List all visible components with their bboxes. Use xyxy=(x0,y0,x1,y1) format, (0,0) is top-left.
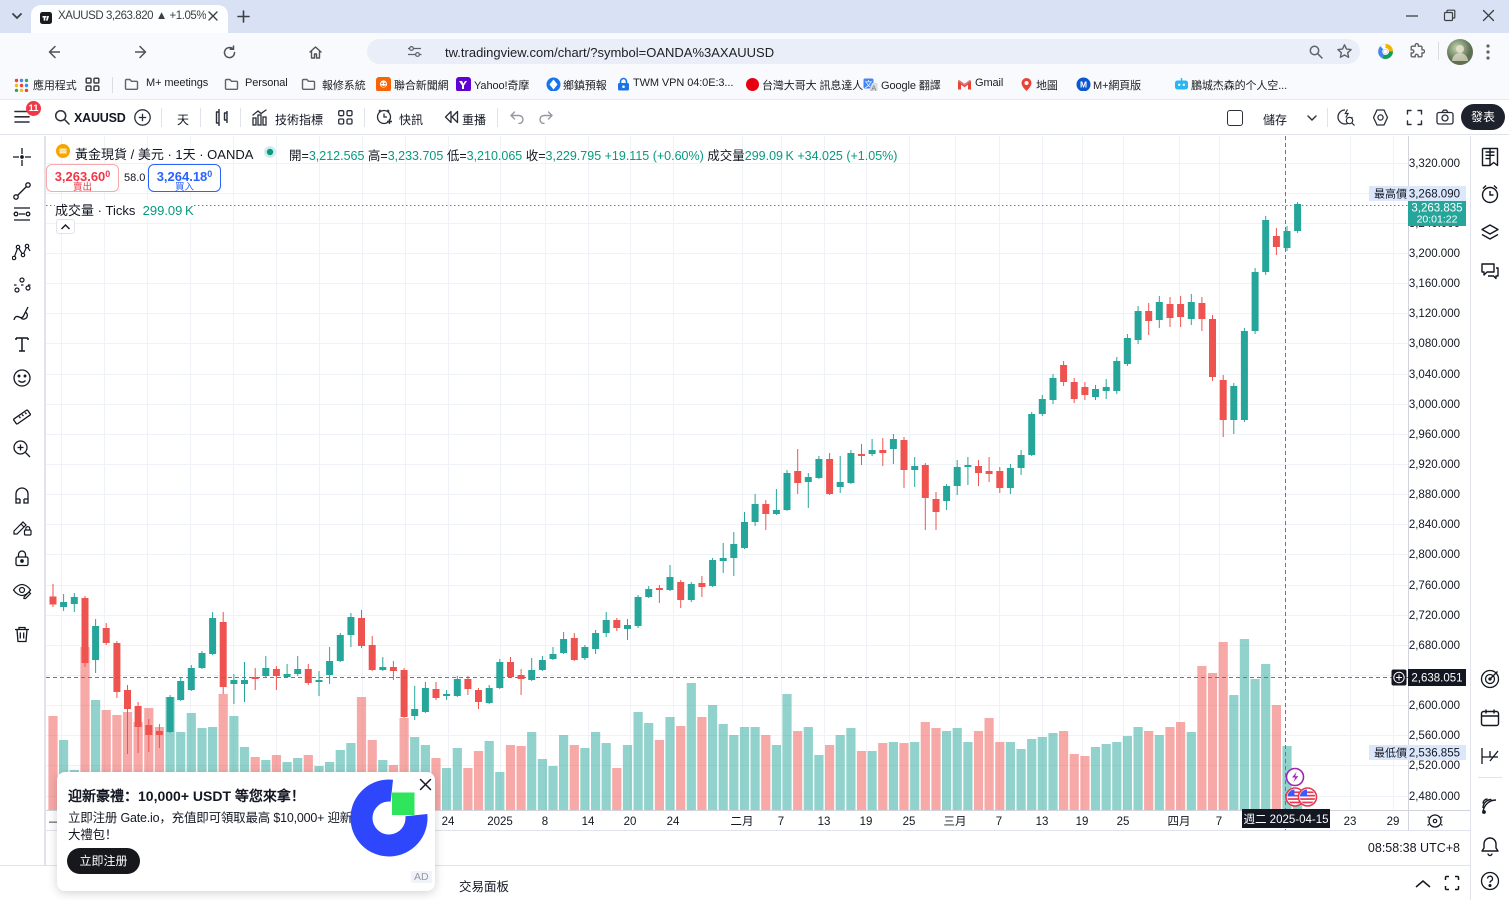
svg-text:最高價: 最高價 xyxy=(1374,187,1407,201)
svg-text:24: 24 xyxy=(442,816,455,828)
svg-text:最低價: 最低價 xyxy=(1374,746,1407,760)
svg-text:2,520.000: 2,520.000 xyxy=(1409,760,1460,772)
svg-text:文: 文 xyxy=(865,79,873,89)
svg-text:二月: 二月 xyxy=(731,816,754,828)
svg-text:20:01:22: 20:01:22 xyxy=(1417,214,1458,226)
svg-text:2,638.051: 2,638.051 xyxy=(1411,673,1462,685)
svg-text:2,800.000: 2,800.000 xyxy=(1409,549,1460,561)
svg-text:2,480.000: 2,480.000 xyxy=(1409,791,1460,803)
svg-text:19: 19 xyxy=(860,816,873,828)
svg-text:四月: 四月 xyxy=(1168,816,1191,828)
svg-text:13: 13 xyxy=(1036,816,1049,828)
svg-text:2,960.000: 2,960.000 xyxy=(1409,429,1460,441)
svg-text:2,720.000: 2,720.000 xyxy=(1409,610,1460,622)
svg-text:M: M xyxy=(1080,80,1087,90)
svg-text:3,160.000: 3,160.000 xyxy=(1409,278,1460,290)
svg-text:8: 8 xyxy=(542,816,548,828)
svg-text:3,080.000: 3,080.000 xyxy=(1409,338,1460,350)
svg-text:2,760.000: 2,760.000 xyxy=(1409,580,1460,592)
svg-text:14: 14 xyxy=(582,816,595,828)
svg-text:19: 19 xyxy=(1076,816,1089,828)
svg-text:25: 25 xyxy=(1117,816,1130,828)
svg-text:2,560.000: 2,560.000 xyxy=(1409,730,1460,742)
svg-text:3,040.000: 3,040.000 xyxy=(1409,369,1460,381)
svg-text:2,536.855: 2,536.855 xyxy=(1409,748,1460,760)
svg-text:29: 29 xyxy=(1387,816,1400,828)
svg-text:週二 2025-04-15: 週二 2025-04-15 xyxy=(1243,813,1328,826)
svg-text:3,000.000: 3,000.000 xyxy=(1409,399,1460,411)
svg-text:2,840.000: 2,840.000 xyxy=(1409,519,1460,531)
svg-text:23: 23 xyxy=(1344,816,1357,828)
svg-text:2,600.000: 2,600.000 xyxy=(1409,700,1460,712)
svg-text:3,120.000: 3,120.000 xyxy=(1409,308,1460,320)
svg-text:2,920.000: 2,920.000 xyxy=(1409,459,1460,471)
svg-text:7: 7 xyxy=(1216,816,1222,828)
svg-text:24: 24 xyxy=(667,816,680,828)
svg-text:3,320.000: 3,320.000 xyxy=(1409,158,1460,170)
svg-text:25: 25 xyxy=(903,816,916,828)
svg-text:2,680.000: 2,680.000 xyxy=(1409,640,1460,652)
svg-text:3,263.835: 3,263.835 xyxy=(1411,203,1462,215)
svg-text:20: 20 xyxy=(624,816,637,828)
svg-text:2025: 2025 xyxy=(487,816,513,828)
svg-text:A: A xyxy=(871,83,876,91)
svg-text:3,200.000: 3,200.000 xyxy=(1409,248,1460,260)
svg-text:2,880.000: 2,880.000 xyxy=(1409,489,1460,501)
svg-text:13: 13 xyxy=(818,816,831,828)
svg-text:7: 7 xyxy=(996,816,1002,828)
svg-text:08:58:38 UTC+8: 08:58:38 UTC+8 xyxy=(1368,841,1460,855)
svg-text:三月: 三月 xyxy=(944,816,967,828)
svg-text:3,268.090: 3,268.090 xyxy=(1409,189,1460,201)
svg-text:7: 7 xyxy=(778,816,784,828)
